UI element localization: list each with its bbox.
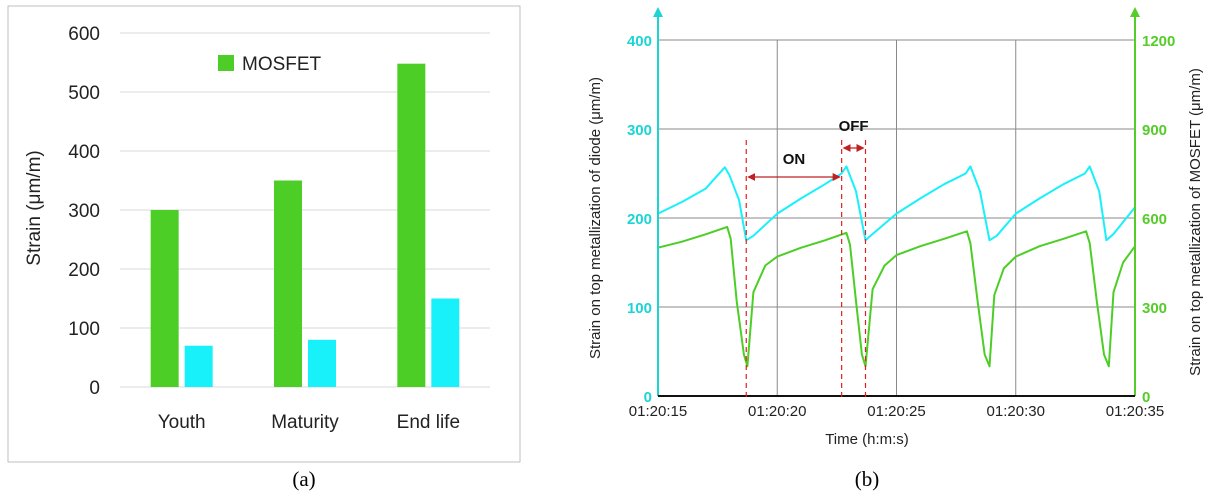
bar-chart-y-tick-label: 300 xyxy=(68,201,100,222)
phase-label: ON xyxy=(783,151,806,168)
panel-a-frame xyxy=(7,5,521,463)
legend-swatch-mosfet xyxy=(218,55,234,71)
phase-label: OFF xyxy=(839,118,869,135)
line-chart-x-axis-label: Time (h:m:s) xyxy=(825,431,909,448)
right-axis-tick-label: 300 xyxy=(1142,300,1167,317)
left-axis-tick-label: 300 xyxy=(627,122,652,139)
bar-chart-gridlines xyxy=(120,32,490,388)
bar-mosfet xyxy=(150,210,179,387)
bar-chart-x-ticks: Youth Maturity End life xyxy=(158,412,460,433)
bar-chart-y-tick-label: 200 xyxy=(68,260,100,281)
x-axis-tick-label: 01:20:15 xyxy=(629,403,687,420)
line-chart-x-ticks: 01:20:15 01:20:20 01:20:25 01:20:30 01:20:35 xyxy=(629,403,1164,420)
left-axis-tick-label: 100 xyxy=(627,300,652,317)
bar-chart-x-tick-label: Youth xyxy=(158,412,206,433)
bar-mosfet xyxy=(397,63,426,388)
x-axis-tick-label: 01:20:20 xyxy=(748,403,806,420)
bar-mosfet xyxy=(274,180,302,387)
mosfet-strain-line xyxy=(657,225,1136,368)
right-axis-tick-label: 600 xyxy=(1142,211,1167,228)
bar-chart-y-tick-label: 400 xyxy=(68,142,100,163)
bar-diode xyxy=(308,339,336,387)
left-axis-tick-label: 200 xyxy=(627,211,652,228)
line-chart-right-ticks: 0 300 600 900 1200 xyxy=(1142,33,1175,406)
bar-chart-y-tick-label: 500 xyxy=(68,83,100,104)
bar-chart-x-tick-label: End life xyxy=(397,412,460,433)
line-chart-series xyxy=(657,165,1136,368)
bar-chart-bars xyxy=(150,63,460,388)
left-axis-tick-label: 0 xyxy=(644,389,652,406)
caption-b: (b) xyxy=(855,467,880,491)
left-axis-tick-label: 400 xyxy=(627,33,652,50)
bar-chart-y-ticks: 0 100 200 300 400 500 600 xyxy=(68,24,100,399)
caption-a: (a) xyxy=(292,467,315,491)
x-axis-tick-label: 01:20:25 xyxy=(867,403,925,420)
right-axis-tick-label: 1200 xyxy=(1142,33,1175,50)
diode-strain-line xyxy=(657,165,1136,242)
bar-chart-y-tick-label: 100 xyxy=(68,319,100,340)
x-axis-tick-label: 01:20:35 xyxy=(1106,403,1164,420)
line-chart-right-axis-label: Strain on top metallization of MOSFET (μ… xyxy=(1187,68,1204,376)
bar-diode xyxy=(431,298,460,387)
right-axis-tick-label: 0 xyxy=(1142,389,1150,406)
bar-chart-x-tick-label: Maturity xyxy=(271,412,339,433)
bar-diode xyxy=(184,345,213,387)
bar-chart-y-tick-label: 0 xyxy=(89,378,100,399)
bar-chart-y-axis-label: Strain (μm/m) xyxy=(24,150,45,265)
x-axis-tick-label: 01:20:30 xyxy=(987,403,1045,420)
right-axis-tick-label: 900 xyxy=(1142,122,1167,139)
line-chart-gridlines xyxy=(658,39,1136,396)
line-chart-axes xyxy=(653,7,1140,397)
bar-chart-y-tick-label: 600 xyxy=(68,24,100,45)
legend-label-mosfet: MOSFET xyxy=(242,54,322,75)
line-chart-left-axis-label: Strain on top metallization of diode (μm… xyxy=(587,77,604,359)
line-chart-annotations: ON OFF xyxy=(745,118,869,400)
line-chart-left-ticks: 0 100 200 300 400 xyxy=(627,33,652,406)
